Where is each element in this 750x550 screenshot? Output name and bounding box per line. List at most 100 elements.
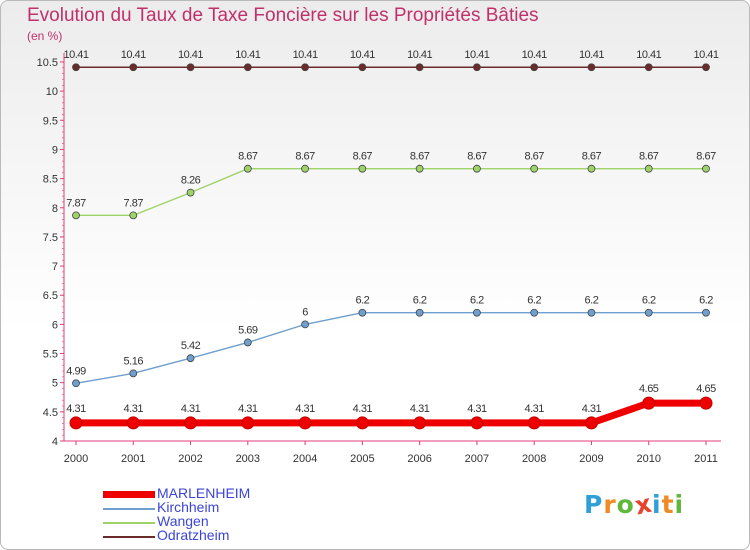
data-label: 6 (302, 306, 308, 318)
legend-label: Odratzheim (157, 527, 230, 543)
data-point (530, 164, 539, 173)
legend-label: MARLENHEIM (157, 485, 251, 501)
data-point (415, 308, 424, 317)
data-label: 4.31 (66, 403, 86, 415)
data-point (644, 63, 653, 72)
data-label: 5.69 (238, 324, 258, 336)
data-point (587, 308, 596, 317)
data-point (243, 338, 252, 347)
data-label: 10.41 (522, 49, 547, 61)
data-point (129, 211, 138, 220)
data-label: 6.2 (585, 295, 599, 307)
proxiti-logo: Proxiti (584, 489, 685, 521)
data-label: 8.67 (524, 151, 544, 163)
data-point (702, 63, 710, 72)
data-point (355, 416, 369, 430)
data-label: 8.67 (696, 151, 716, 163)
data-label: 8.67 (410, 151, 430, 163)
data-label: 10.41 (293, 49, 318, 61)
data-point (129, 369, 138, 378)
data-label: 4.31 (238, 403, 258, 415)
data-point (642, 396, 656, 410)
y-tick-label: 9.5 (43, 115, 58, 127)
data-point (72, 63, 80, 72)
y-tick-label: 8 (52, 203, 58, 215)
data-point (243, 63, 252, 72)
data-label: 7.87 (124, 197, 144, 209)
data-point (298, 416, 312, 430)
x-tick-label: 2005 (350, 453, 374, 465)
data-label: 8.67 (295, 151, 315, 163)
y-tick-label: 6 (52, 319, 58, 331)
data-label: 10.41 (464, 49, 489, 61)
logo-letter: i (652, 490, 662, 519)
x-tick-label: 2011 (694, 453, 718, 465)
data-label: 8.67 (467, 151, 487, 163)
data-label: 8.67 (582, 151, 602, 163)
data-label: 10.41 (636, 49, 661, 61)
data-point (473, 308, 481, 317)
series-line (75, 168, 707, 217)
x-tick-label: 2002 (178, 453, 202, 465)
data-label: 6.2 (642, 295, 656, 307)
y-tick-label: 7.5 (43, 232, 58, 244)
data-point (473, 164, 481, 173)
data-point (69, 416, 83, 430)
data-label: 4.65 (696, 383, 716, 395)
data-point (358, 308, 367, 317)
x-tick-label: 2010 (636, 453, 660, 465)
data-label: 6.2 (355, 295, 369, 307)
x-tick-label: 2008 (522, 453, 546, 465)
data-point (126, 416, 140, 430)
data-label: 4.31 (410, 403, 430, 415)
logo-letter: i (674, 490, 685, 519)
data-label: 6.2 (470, 295, 484, 307)
data-label: 8.67 (639, 151, 659, 163)
data-label: 10.41 (121, 49, 146, 61)
y-tick-label: 5.5 (43, 349, 58, 361)
y-tick-label: 10.5 (37, 57, 58, 69)
data-point (699, 396, 713, 410)
y-tick-label: 10 (46, 86, 58, 98)
data-point (184, 416, 198, 430)
legend-label: Kirchheim (157, 499, 220, 515)
data-point (702, 308, 710, 317)
logo-letter: r (603, 490, 617, 519)
y-tick-label: 9 (52, 144, 58, 156)
x-tick-label: 2007 (465, 453, 489, 465)
data-point (72, 211, 80, 220)
data-point (702, 164, 710, 173)
data-label: 10.41 (693, 49, 718, 61)
data-label: 4.31 (353, 403, 373, 415)
data-label: 5.42 (181, 340, 201, 352)
logo-letter: o (616, 490, 635, 519)
x-tick-label: 2003 (236, 453, 260, 465)
data-label: 6.2 (413, 295, 427, 307)
data-point (243, 164, 252, 173)
data-label: 7.87 (66, 197, 86, 209)
data-label: 6.2 (699, 295, 713, 307)
data-label: 10.41 (235, 49, 260, 61)
data-point (358, 164, 367, 173)
y-tick-label: 8.5 (43, 174, 58, 186)
data-point (301, 164, 309, 173)
data-point (413, 416, 427, 430)
data-label: 10.41 (63, 49, 88, 61)
data-point (584, 416, 598, 430)
data-point (415, 63, 424, 72)
y-unit-label: (en %) (27, 29, 63, 43)
data-point (241, 416, 255, 430)
data-label: 4.31 (124, 403, 144, 415)
series-line (72, 399, 710, 427)
y-tick-label: 6.5 (43, 290, 58, 302)
data-label: 8.26 (181, 175, 201, 187)
data-label: 4.31 (524, 403, 544, 415)
y-tick-label: 5 (52, 378, 58, 390)
x-tick-label: 2000 (64, 453, 88, 465)
data-point (129, 63, 138, 72)
data-point (587, 164, 596, 173)
y-tick-label: 4 (52, 436, 58, 448)
data-label: 10.41 (178, 49, 203, 61)
data-point (358, 63, 367, 72)
